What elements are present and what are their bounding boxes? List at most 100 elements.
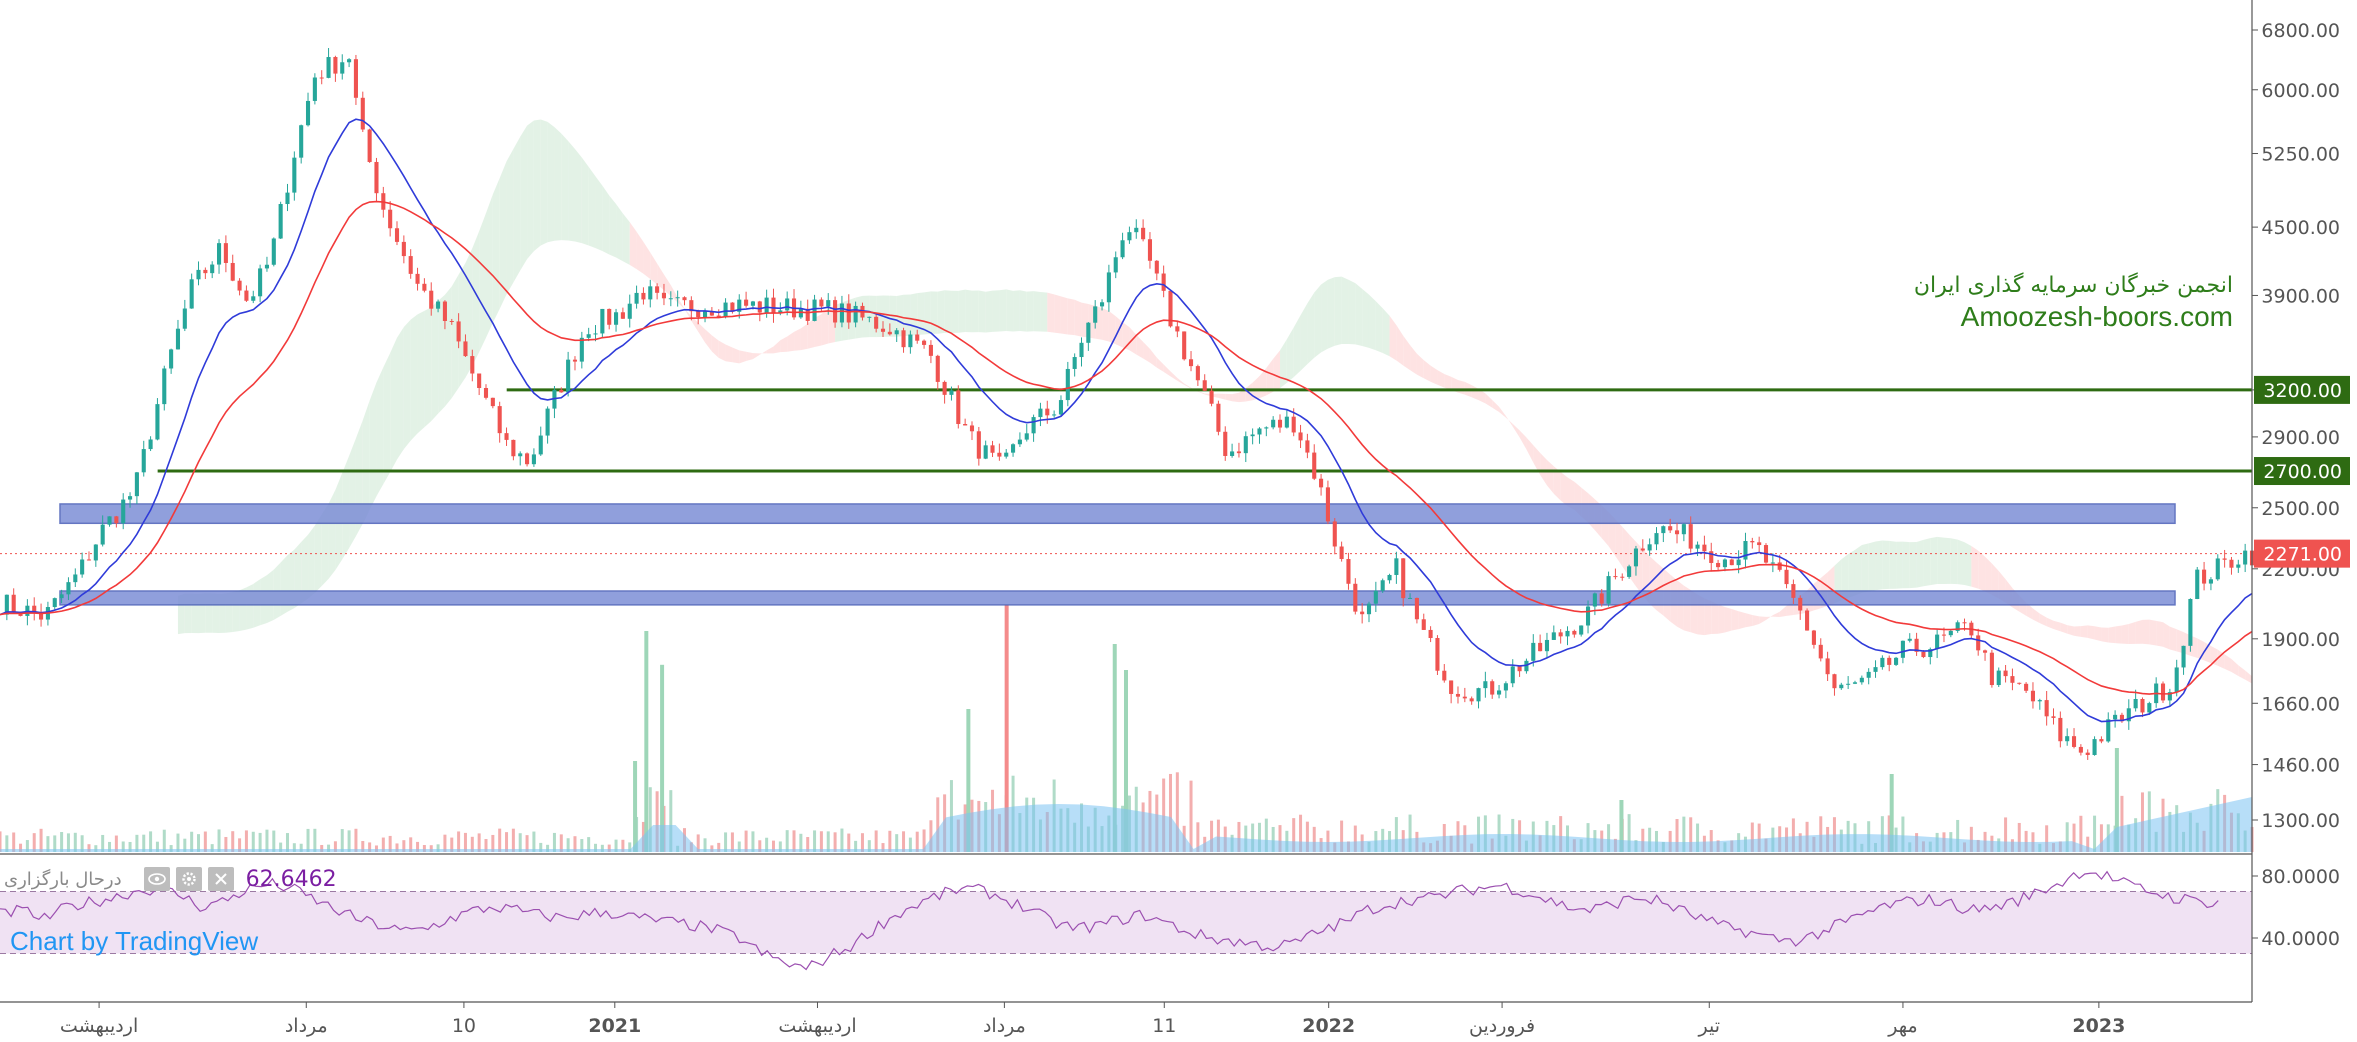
cloud-segment	[527, 120, 534, 260]
candle-body	[990, 445, 995, 453]
cloud-segment	[2094, 626, 2102, 642]
tradingview-credit[interactable]: Chart by TradingView	[10, 926, 259, 956]
candle-body	[1989, 652, 1994, 686]
candle-body	[764, 297, 769, 313]
volume-bar	[1648, 827, 1652, 852]
volume-bar	[929, 820, 933, 852]
cloud-segment	[1280, 339, 1287, 389]
cloud-segment	[951, 290, 959, 333]
cloud-segment	[1163, 364, 1171, 377]
volume-bar	[1278, 825, 1282, 852]
volume-bar	[511, 828, 515, 852]
candle-body	[1551, 632, 1556, 640]
cloud-segment	[629, 222, 637, 270]
cloud-segment	[1902, 541, 1910, 589]
cloud-segment	[780, 336, 788, 353]
cloud-segment	[1882, 540, 1890, 590]
volume-bar	[19, 843, 23, 852]
cloud-segment	[1957, 539, 1965, 586]
candle-body	[1414, 597, 1419, 620]
cloud-segment	[499, 161, 507, 309]
rsi-tick-label: 40.0000	[2261, 928, 2340, 950]
volume-bar	[1408, 814, 1412, 852]
candle-body	[1490, 681, 1495, 695]
volume-bar	[238, 838, 242, 852]
cloud-segment	[1321, 279, 1328, 353]
volume-bar	[128, 841, 132, 852]
volume-bar	[183, 838, 187, 852]
candle-body	[1702, 544, 1707, 552]
candle-body	[1825, 658, 1830, 675]
cloud-segment	[814, 314, 822, 347]
volume-bar	[771, 840, 775, 852]
close-icon[interactable]	[207, 867, 234, 891]
x-tick-label: 2022	[1302, 1015, 1355, 1037]
candle-body	[121, 499, 126, 524]
candle-body	[2065, 736, 2070, 742]
candle-body	[340, 62, 345, 74]
cloud-segment	[1300, 303, 1308, 371]
volume-bar	[724, 832, 728, 852]
candle-body	[1401, 558, 1406, 599]
level-label-bg	[2254, 375, 2350, 404]
volume-spike	[1004, 605, 1009, 852]
cloud-segment	[1731, 609, 1739, 631]
candle-body	[73, 574, 78, 583]
candle-body	[1209, 390, 1214, 404]
candle-body	[1147, 239, 1153, 261]
candle-body	[326, 57, 331, 78]
candle-body	[1332, 521, 1337, 547]
volume-bar	[361, 841, 365, 852]
volume-bar	[436, 844, 440, 852]
candle-body	[1832, 674, 1837, 689]
cloud-segment	[800, 323, 808, 351]
volume-bar	[1353, 825, 1357, 852]
volume-bar	[162, 829, 166, 852]
settings-gear-icon[interactable]	[175, 867, 202, 891]
horizontal-levels[interactable]	[0, 388, 2252, 555]
cloud-segment	[328, 489, 336, 579]
eye-icon[interactable]	[143, 867, 170, 891]
volume-bar	[1196, 822, 1200, 852]
cloud-segment	[1779, 605, 1787, 618]
cloud-segment	[2245, 670, 2252, 684]
volume-bar	[888, 830, 892, 852]
cloud-segment	[746, 351, 753, 362]
cloud-segment	[1177, 377, 1185, 385]
cloud-segment	[1923, 538, 1931, 587]
cloud-segment	[1136, 334, 1144, 359]
candle-body	[634, 292, 639, 304]
candle-body	[1387, 574, 1392, 581]
cloud-segment	[2204, 641, 2211, 664]
cloud-segment	[971, 290, 979, 333]
cloud-segment	[1122, 322, 1130, 351]
candle-body	[470, 356, 475, 374]
candle-body	[1613, 576, 1618, 578]
candle-body	[2003, 670, 2008, 677]
cloud-segment	[910, 293, 918, 336]
candle-body	[1134, 227, 1139, 233]
cloud-segment	[1718, 604, 1725, 634]
cloud-segment	[472, 231, 480, 366]
volume-bar	[2120, 795, 2124, 852]
cloud-segment	[698, 322, 706, 343]
volume-bar	[409, 837, 413, 852]
cloud-segment	[978, 290, 986, 333]
candle-body	[956, 390, 961, 425]
candle-body	[1914, 638, 1919, 652]
candle-body	[1346, 559, 1351, 584]
volume-bar	[5, 835, 9, 852]
cloud-segment	[2142, 619, 2150, 645]
cloud-segment	[1273, 350, 1281, 392]
cloud-segment	[438, 294, 445, 414]
candle-body	[497, 406, 502, 434]
volume-bar	[0, 831, 2, 852]
volume-bar	[272, 830, 276, 852]
candle-body	[490, 397, 495, 407]
cloud-segment	[869, 295, 877, 338]
cloud-segment	[944, 290, 952, 333]
loading-label: درحال بارگزاری	[4, 868, 122, 890]
candle-body	[2215, 558, 2220, 580]
